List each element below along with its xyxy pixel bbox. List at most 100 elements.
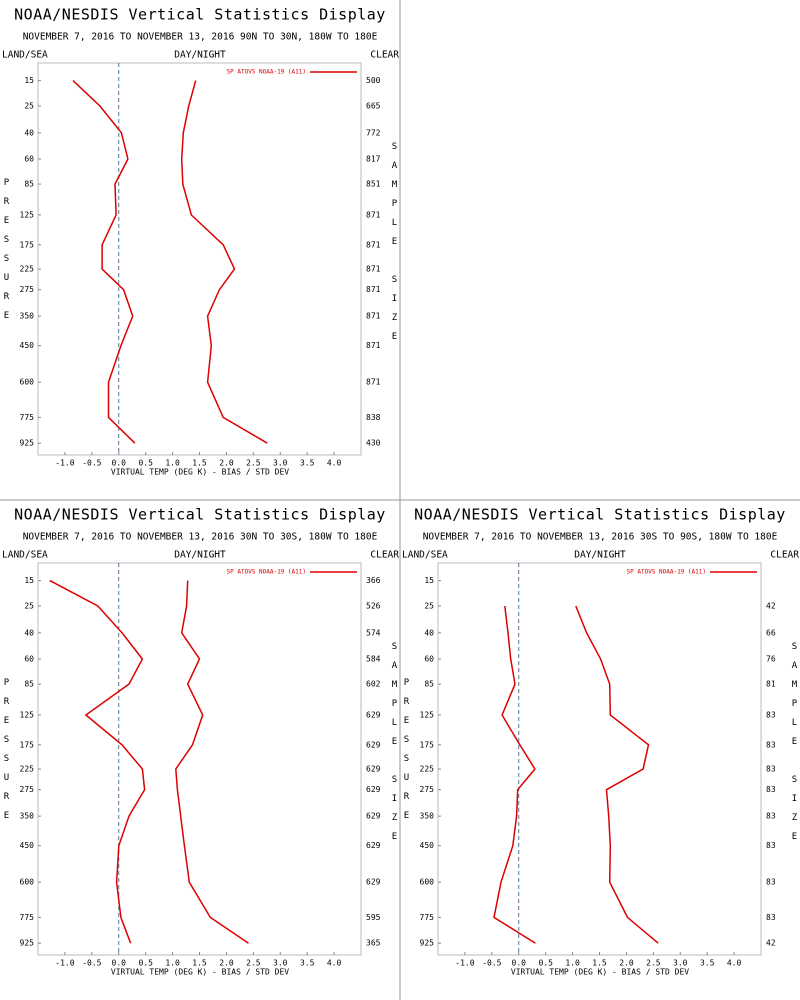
- right-header: CLEAR: [370, 550, 399, 561]
- x-tick-label: 0.5: [138, 459, 153, 468]
- y-tick-label: 225: [20, 765, 35, 774]
- sample-size-label: 81: [766, 680, 776, 689]
- x-tick-label: -1.0: [455, 959, 474, 968]
- sample-size-label: 629: [366, 710, 381, 719]
- x-tick-label: 2.0: [219, 459, 234, 468]
- x-tick-label: 4.0: [727, 959, 742, 968]
- y-tick-label: 350: [20, 312, 35, 321]
- x-tick-label: -1.0: [55, 459, 74, 468]
- y-tick-label: 775: [20, 413, 35, 422]
- sample-size-label: 83: [766, 812, 776, 821]
- y-tick-label: 15: [424, 576, 434, 585]
- x-tick-label: 1.0: [165, 959, 180, 968]
- x-tick-label: 1.0: [165, 459, 180, 468]
- sample-size-label: 83: [766, 913, 776, 922]
- x-tick-label: 3.5: [300, 459, 315, 468]
- sample-size-label: 629: [366, 765, 381, 774]
- bias-line: [72, 80, 136, 444]
- center-header: DAY/NIGHT: [174, 50, 226, 61]
- sample-size-label: 83: [766, 785, 776, 794]
- sample-size-label: 83: [766, 841, 776, 850]
- y-tick-label: 775: [20, 913, 35, 922]
- sample-size-label: 817: [366, 155, 381, 164]
- x-tick-label: 0.5: [138, 959, 153, 968]
- x-tick-label: 3.0: [273, 959, 288, 968]
- y-tick-label: 85: [24, 180, 34, 189]
- legend-label: SP ATOVS NOAA-19 (A11): [227, 69, 306, 76]
- chart-subtitle: NOVEMBER 7, 2016 TO NOVEMBER 13, 2016 30…: [423, 532, 778, 543]
- right-header: CLEAR: [770, 550, 799, 561]
- y-tick-label: 40: [24, 128, 34, 137]
- sample-size-label: 665: [366, 101, 381, 110]
- y-tick-label: 600: [20, 378, 35, 387]
- sample-size-label: 584: [366, 655, 381, 664]
- std-dev-line: [175, 580, 249, 944]
- sample-size-label: 366: [366, 576, 381, 585]
- sample-size-label: 629: [366, 841, 381, 850]
- y-tick-label: 125: [20, 710, 35, 719]
- sample-size-label: 871: [366, 285, 381, 294]
- chart-subtitle: NOVEMBER 7, 2016 TO NOVEMBER 13, 2016 30…: [23, 532, 378, 543]
- x-tick-label: 1.5: [192, 459, 207, 468]
- y-tick-label: 40: [424, 628, 434, 637]
- y-tick-label: 450: [420, 841, 435, 850]
- y-tick-label: 175: [20, 740, 35, 749]
- std-dev-line: [575, 605, 659, 944]
- y-tick-label: 350: [20, 812, 35, 821]
- y-tick-label: 925: [20, 439, 35, 448]
- legend-label: SP ATOVS NOAA-19 (A11): [627, 569, 706, 576]
- x-tick-label: 3.5: [700, 959, 715, 968]
- x-tick-label: 1.5: [192, 959, 207, 968]
- y-tick-label: 175: [420, 740, 435, 749]
- x-tick-label: -0.5: [82, 959, 101, 968]
- y-axis-label: PRESSURE: [402, 678, 412, 830]
- sample-size-label: 430: [366, 439, 381, 448]
- x-tick-label: -1.0: [55, 959, 74, 968]
- sample-size-label: 365: [366, 939, 381, 948]
- sample-size-label: 42: [766, 601, 776, 610]
- panel: NOAA/NESDIS Vertical Statistics Display N…: [2, 6, 400, 477]
- bias-line: [493, 605, 536, 944]
- y-tick-label: 225: [20, 265, 35, 274]
- chart-title: NOAA/NESDIS Vertical Statistics Display: [414, 506, 786, 524]
- sample-size-label: 526: [366, 601, 381, 610]
- x-tick-label: 3.5: [300, 959, 315, 968]
- sample-size-label: 83: [766, 710, 776, 719]
- sample-size-label: 871: [366, 210, 381, 219]
- panel: NOAA/NESDIS Vertical Statistics Display N…: [2, 506, 400, 977]
- sample-size-label: 851: [366, 180, 381, 189]
- chart-title: NOAA/NESDIS Vertical Statistics Display: [14, 506, 386, 524]
- x-tick-label: 4.0: [327, 959, 342, 968]
- bias-line: [49, 579, 146, 944]
- std-dev-line: [180, 80, 268, 444]
- sample-size-label: 871: [366, 240, 381, 249]
- y-tick-label: 60: [424, 655, 434, 664]
- x-tick-label: 2.5: [246, 459, 261, 468]
- y-tick-label: 600: [420, 878, 435, 887]
- x-tick-label: 1.5: [592, 959, 607, 968]
- chart-subtitle: NOVEMBER 7, 2016 TO NOVEMBER 13, 2016 90…: [23, 32, 378, 43]
- sample-size-label: 83: [766, 878, 776, 887]
- sample-size-label: 871: [366, 378, 381, 387]
- legend-label: SP ATOVS NOAA-19 (A11): [227, 569, 306, 576]
- y-tick-label: 25: [24, 101, 34, 110]
- y-tick-label: 775: [420, 913, 435, 922]
- y2-axis-label: SAMPLE SIZE: [790, 642, 800, 851]
- left-header: LAND/SEA: [2, 550, 48, 561]
- y-tick-label: 85: [424, 680, 434, 689]
- x-tick-label: 0.0: [112, 959, 127, 968]
- sample-size-label: 871: [366, 312, 381, 321]
- x-tick-label: 0.0: [512, 959, 527, 968]
- y-tick-label: 925: [420, 939, 435, 948]
- y-tick-label: 450: [20, 341, 35, 350]
- y-tick-label: 175: [20, 240, 35, 249]
- sample-size-label: 629: [366, 740, 381, 749]
- x-tick-label: -0.5: [482, 959, 501, 968]
- sample-size-label: 871: [366, 341, 381, 350]
- y-tick-label: 25: [424, 601, 434, 610]
- x-tick-label: 0.0: [112, 459, 127, 468]
- x-tick-label: 3.0: [273, 459, 288, 468]
- right-header: CLEAR: [370, 50, 399, 61]
- y-tick-label: 600: [20, 878, 35, 887]
